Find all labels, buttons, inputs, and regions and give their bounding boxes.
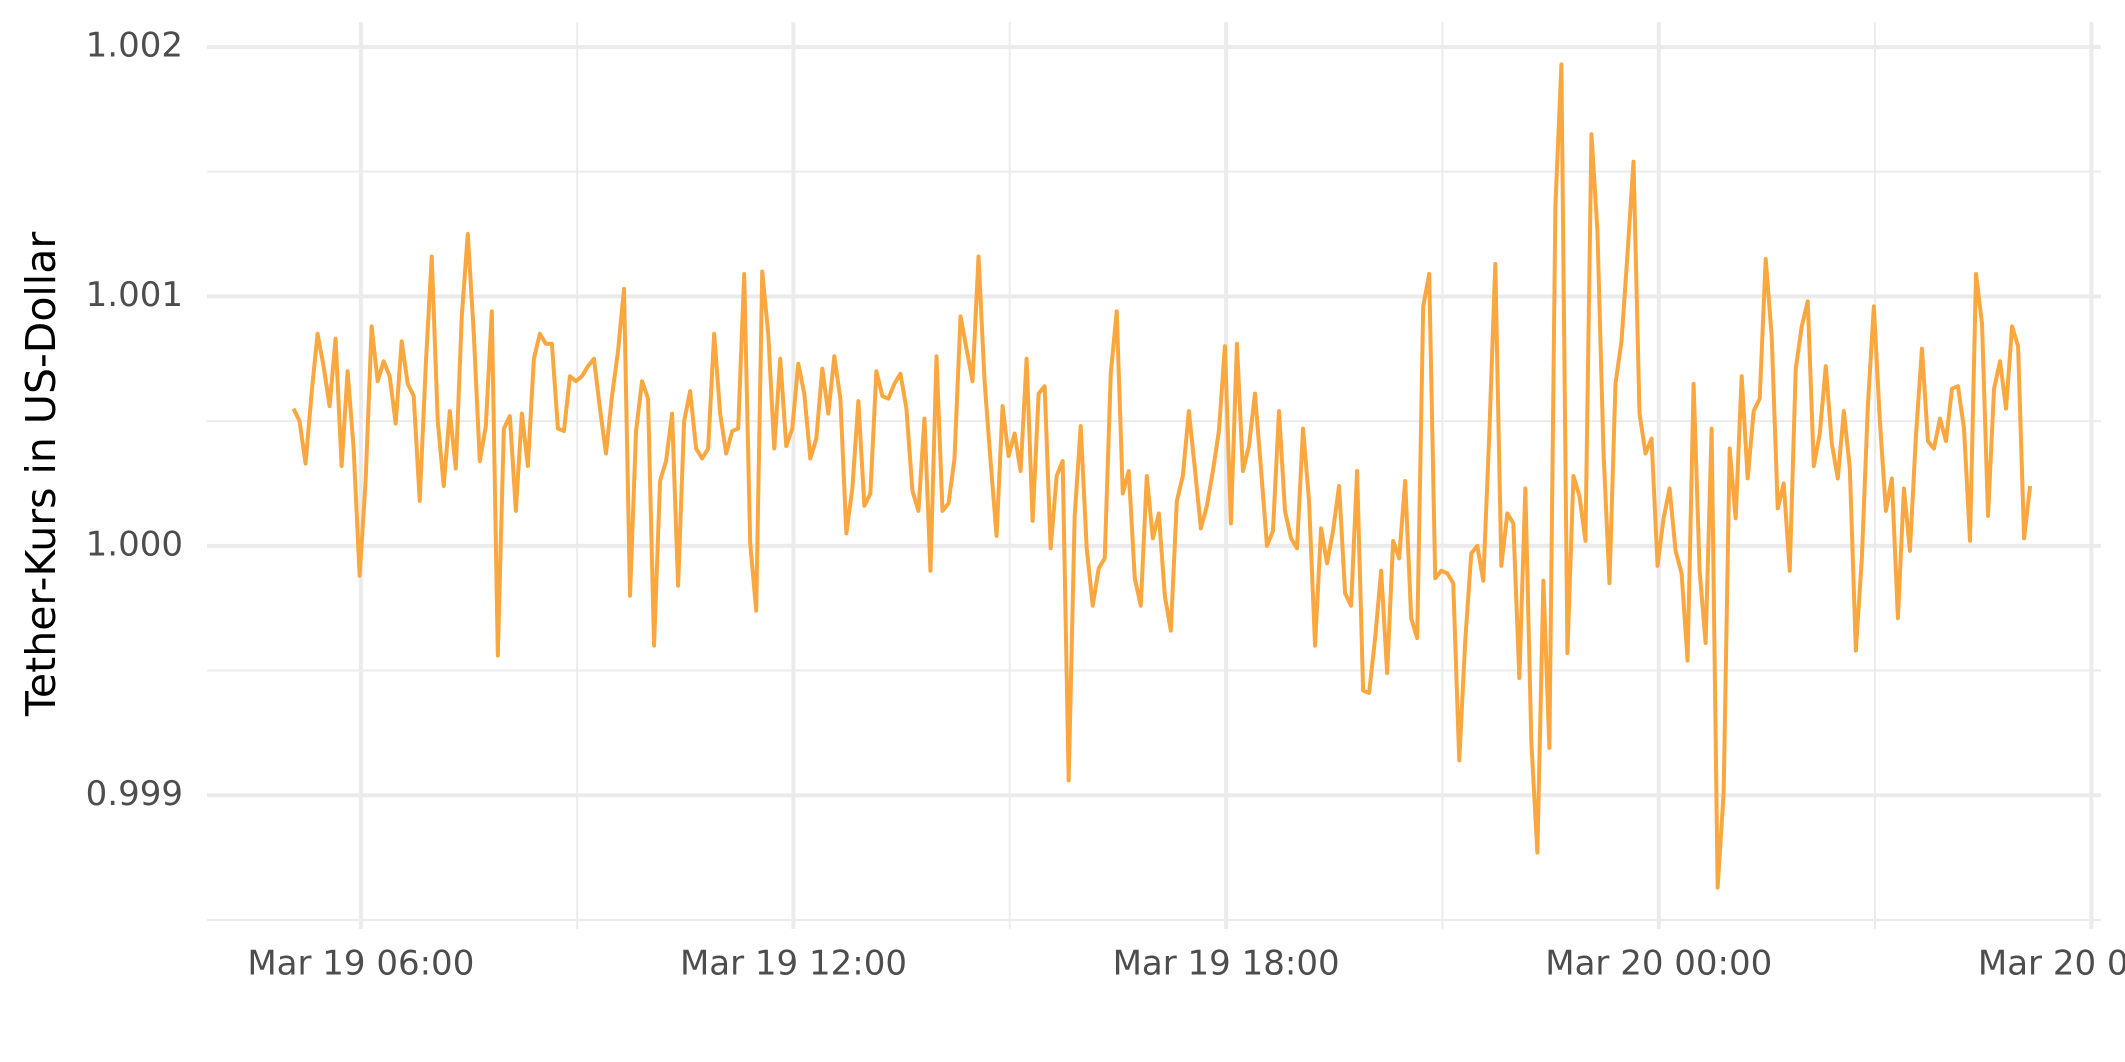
y-tick-label: 0.999	[86, 774, 183, 814]
y-tick-label: 1.000	[86, 524, 183, 564]
x-tick-label: Mar 19 06:00	[247, 944, 474, 984]
x-tick-label: Mar 20 00:00	[1545, 944, 1772, 984]
y-tick-label: 1.002	[86, 25, 183, 65]
y-axis-title: Tether-Kurs in US-Dollar	[17, 232, 65, 717]
plot-area	[291, 62, 2033, 890]
x-tick-label: Mar 19 18:00	[1113, 944, 1340, 984]
x-tick-label: Mar 20 06:00	[1978, 944, 2125, 984]
grid	[207, 22, 2101, 929]
y-tick-label: 1.001	[86, 275, 183, 315]
x-tick-label: Mar 19 12:00	[680, 944, 907, 984]
price-line	[291, 62, 2033, 890]
axis-labels: 0.999 1.000 1.001 1.002 Mar 19 06:00 Mar 19 1…	[86, 25, 2125, 983]
